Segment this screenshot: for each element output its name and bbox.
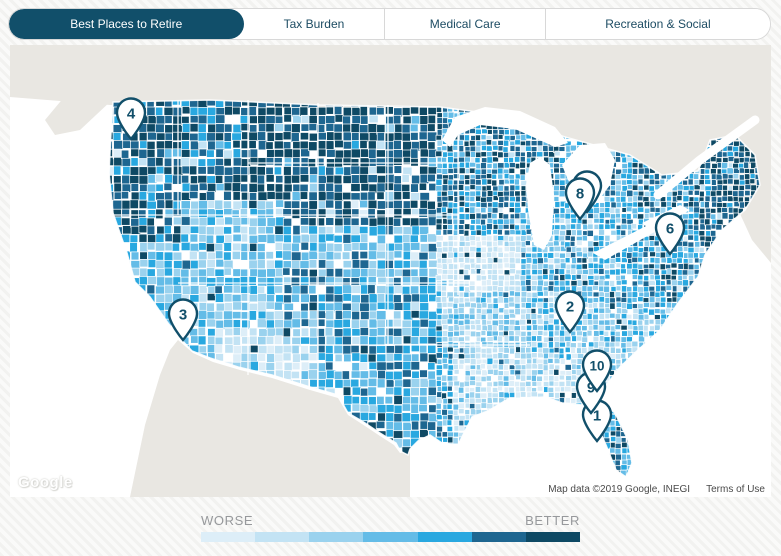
tab-medical-care[interactable]: Medical Care (385, 9, 546, 39)
legend-segment (201, 532, 256, 542)
legend-bar (201, 532, 580, 542)
pin-icon (564, 177, 596, 221)
map-canvas[interactable]: 4 3 2 8 6 1 9 10 Google Map data ©2019 Google, … (10, 45, 771, 497)
map-attribution-text: Map data ©2019 Google, INEGI (548, 484, 691, 495)
legend-segment (471, 532, 526, 542)
map-markers: 4 3 2 8 6 1 9 10 (10, 45, 771, 497)
terms-of-use-link[interactable]: Terms of Use (706, 484, 765, 495)
legend-segment (525, 532, 580, 542)
map-marker-2[interactable]: 2 (553, 290, 587, 334)
tab-tax-burden[interactable]: Tax Burden (243, 9, 386, 39)
legend-better-label: BETTER (525, 513, 580, 528)
legend-segment (309, 532, 364, 542)
google-watermark[interactable]: Google (18, 474, 73, 491)
map-marker-6[interactable]: 6 (653, 212, 687, 256)
pin-icon (115, 97, 147, 141)
tab-recreation-social[interactable]: Recreation & Social (545, 9, 770, 39)
tab-bar: Best Places to Retire Tax Burden Medical… (8, 8, 771, 40)
us-choropleth-map (10, 45, 771, 497)
pin-icon (554, 290, 586, 334)
legend-worse-label: WORSE (201, 513, 254, 528)
legend-segment (417, 532, 472, 542)
pin-icon (654, 212, 686, 256)
tab-best-places-to-retire[interactable]: Best Places to Retire (9, 9, 244, 39)
map-legend: WORSE BETTER (201, 511, 580, 542)
map-attribution-bar: Map data ©2019 Google, INEGI Terms of Us… (542, 482, 771, 497)
pin-icon (581, 349, 613, 393)
map-marker-3[interactable]: 3 (166, 298, 200, 342)
map-marker-8[interactable]: 8 (563, 177, 597, 221)
map-marker-10[interactable]: 10 (580, 349, 614, 393)
map-marker-4[interactable]: 4 (114, 97, 148, 141)
legend-segment (255, 532, 310, 542)
pin-icon (167, 298, 199, 342)
legend-segment (363, 532, 418, 542)
